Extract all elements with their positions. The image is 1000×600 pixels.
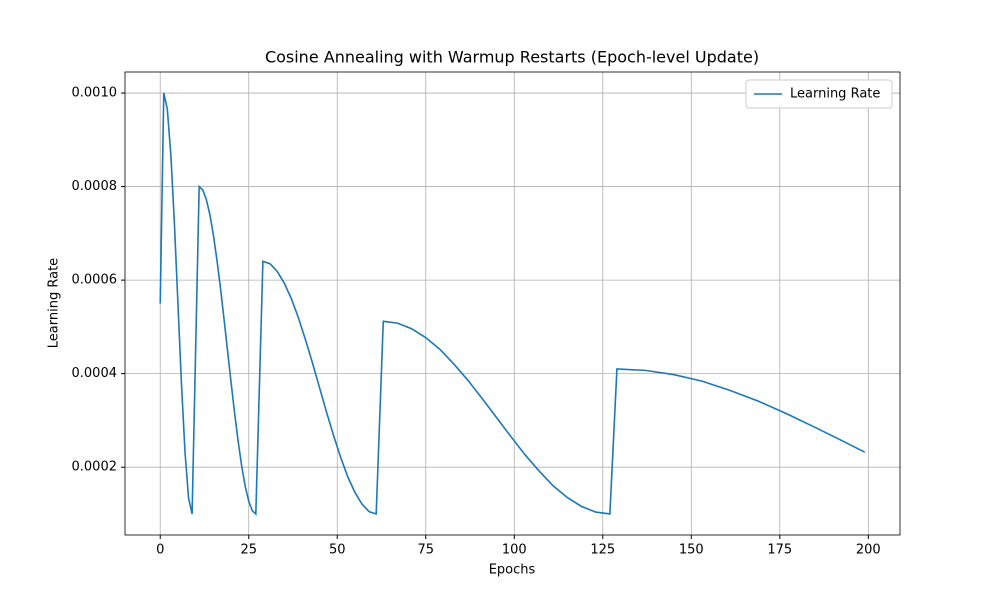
legend-box	[745, 79, 893, 109]
data-line	[159, 92, 866, 516]
x-tick-label: 25	[240, 543, 257, 558]
x-tick-label: 50	[329, 543, 346, 558]
y-tick-label: 0.0006	[72, 273, 118, 288]
y-tick-label: 0.0004	[72, 366, 118, 381]
x-tick-label: 100	[502, 543, 527, 558]
plot-frame	[124, 71, 901, 536]
y-tick-label: 0.0010	[72, 86, 118, 101]
x-tick-label: 125	[590, 543, 615, 558]
x-tick-label: 200	[856, 543, 881, 558]
chart-title: Cosine Annealing with Warmup Restarts (E…	[265, 48, 759, 67]
x-tick-label: 75	[417, 543, 434, 558]
y-tick-label: 0.0008	[72, 179, 118, 194]
y-tick-label: 0.0002	[72, 460, 118, 475]
x-tick-label: 0	[156, 543, 164, 558]
x-axis-label: Epochs	[489, 563, 536, 578]
y-axis-label: Learning Rate	[47, 258, 62, 348]
x-tick-label: 175	[767, 543, 792, 558]
legend-label: Learning Rate	[790, 87, 880, 102]
x-tick-label: 150	[679, 543, 704, 558]
